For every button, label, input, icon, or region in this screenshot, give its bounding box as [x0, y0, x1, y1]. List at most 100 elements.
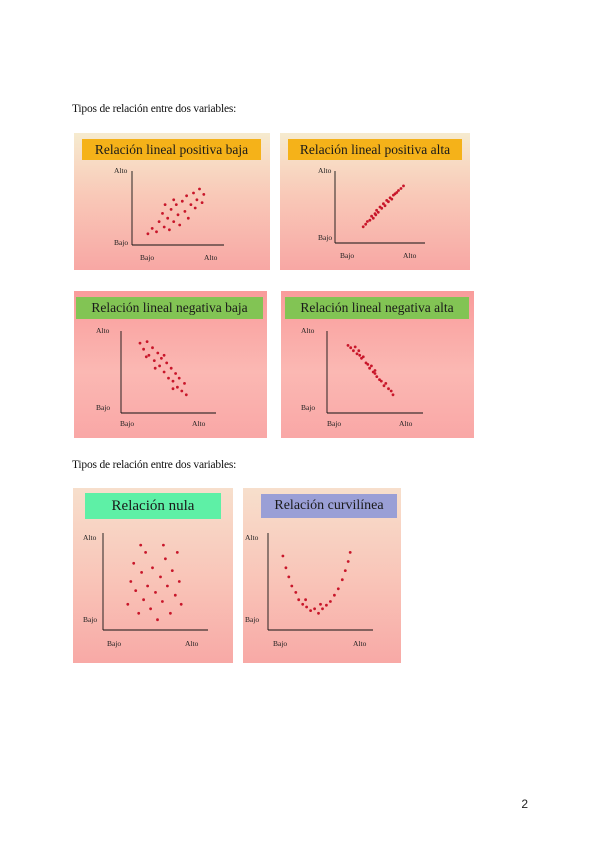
- data-point: [147, 353, 151, 357]
- data-point: [373, 372, 377, 375]
- data-point: [172, 198, 176, 202]
- chart-positive-low: Alto Bajo Bajo Alto Relación lineal positiv…: [74, 133, 270, 270]
- y-label-low: Bajo: [301, 403, 315, 412]
- chart-curvilinear: Alto Bajo Bajo Alto Relación curvilínea: [243, 488, 401, 663]
- data-point: [150, 227, 154, 230]
- scatter-plot: Alto Bajo Bajo Alto: [245, 533, 373, 648]
- data-point: [151, 566, 154, 570]
- data-point: [134, 589, 138, 592]
- data-point: [178, 223, 182, 227]
- intro-text-1: Tipos de relación entre dos variables:: [72, 103, 237, 115]
- data-point: [387, 387, 390, 391]
- data-point: [379, 379, 383, 383]
- x-label-high: Alto: [185, 639, 199, 648]
- data-point: [158, 364, 161, 368]
- scatter-plot: Alto Bajo Bajo Alto: [83, 533, 208, 648]
- data-point: [183, 382, 186, 385]
- data-point: [177, 376, 181, 380]
- data-point: [380, 206, 384, 210]
- data-point: [309, 609, 312, 612]
- data-point: [129, 580, 133, 583]
- data-point: [387, 200, 390, 204]
- y-label-low: Bajo: [318, 233, 332, 242]
- data-point: [169, 366, 173, 370]
- data-point: [156, 351, 160, 355]
- chart-positive-high: Alto Bajo Bajo Alto Relación lineal positiv…: [280, 133, 470, 270]
- y-label-high: Alto: [318, 166, 332, 175]
- data-point: [166, 584, 169, 588]
- data-point: [167, 376, 170, 380]
- data-point: [164, 557, 167, 561]
- data-point: [317, 611, 320, 615]
- chart-negative-high: Alto Bajo Bajo Alto Relación lineal negativ…: [281, 291, 474, 438]
- data-point: [157, 220, 161, 223]
- data-point: [402, 184, 405, 188]
- x-label-low: Bajo: [140, 253, 154, 262]
- x-label-low: Bajo: [327, 419, 341, 428]
- data-point: [370, 214, 373, 218]
- chart-title: Relación lineal negativa baja: [76, 297, 263, 319]
- data-point: [132, 561, 136, 565]
- data-point: [364, 222, 368, 226]
- data-point: [142, 347, 145, 351]
- data-point: [346, 560, 350, 563]
- data-point: [370, 364, 373, 368]
- y-label-low: Bajo: [83, 615, 97, 624]
- data-point: [146, 584, 149, 588]
- chart-title: Relación lineal negativa alta: [285, 297, 469, 319]
- data-point: [180, 389, 184, 393]
- y-label-high: Alto: [114, 166, 128, 175]
- data-point: [144, 551, 147, 554]
- x-label-low: Bajo: [120, 419, 134, 428]
- data-point: [145, 340, 149, 343]
- data-point: [177, 580, 181, 583]
- data-point: [192, 191, 195, 195]
- data-point: [399, 187, 403, 190]
- data-point: [153, 366, 157, 370]
- data-point: [163, 203, 167, 206]
- data-point: [173, 593, 177, 597]
- data-point: [137, 611, 141, 615]
- y-label-high: Alto: [96, 326, 110, 335]
- data-point: [126, 602, 130, 606]
- data-point: [186, 216, 190, 220]
- y-label-high: Alto: [301, 326, 315, 335]
- data-point: [189, 203, 193, 206]
- chart-null: Alto Bajo Bajo Alto Relación nula: [73, 488, 233, 663]
- data-point: [161, 600, 164, 603]
- data-point: [358, 353, 362, 357]
- chart-title: Relación lineal positiva baja: [82, 139, 261, 160]
- scatter-plot: Alto Bajo Bajo Alto: [318, 166, 425, 260]
- data-point: [305, 605, 308, 609]
- data-point: [361, 225, 365, 229]
- data-point: [176, 213, 180, 217]
- x-label-low: Bajo: [273, 639, 287, 648]
- data-point: [361, 355, 365, 359]
- data-point: [156, 618, 159, 622]
- data-point: [183, 210, 187, 213]
- y-label-high: Alto: [245, 533, 259, 542]
- data-point: [357, 349, 361, 353]
- data-point: [174, 372, 177, 375]
- data-point: [376, 210, 380, 214]
- data-point: [169, 611, 172, 615]
- data-point: [144, 355, 148, 359]
- data-point: [343, 569, 347, 572]
- data-point: [397, 189, 400, 192]
- data-point: [352, 349, 355, 353]
- chart-title: Relación nula: [85, 493, 221, 519]
- data-point: [374, 213, 378, 217]
- data-point: [371, 216, 375, 220]
- y-label-low: Bajo: [96, 403, 110, 412]
- data-point: [373, 369, 377, 372]
- y-label-high: Alto: [83, 533, 97, 542]
- data-point: [301, 602, 305, 606]
- scatter-plot: Alto Bajo Bajo Alto: [96, 326, 216, 428]
- data-point: [151, 346, 154, 350]
- data-point: [313, 607, 316, 611]
- data-point: [172, 220, 176, 223]
- page-number: 2: [521, 797, 528, 811]
- data-point: [165, 361, 169, 365]
- data-point: [321, 607, 324, 611]
- data-point: [166, 216, 170, 220]
